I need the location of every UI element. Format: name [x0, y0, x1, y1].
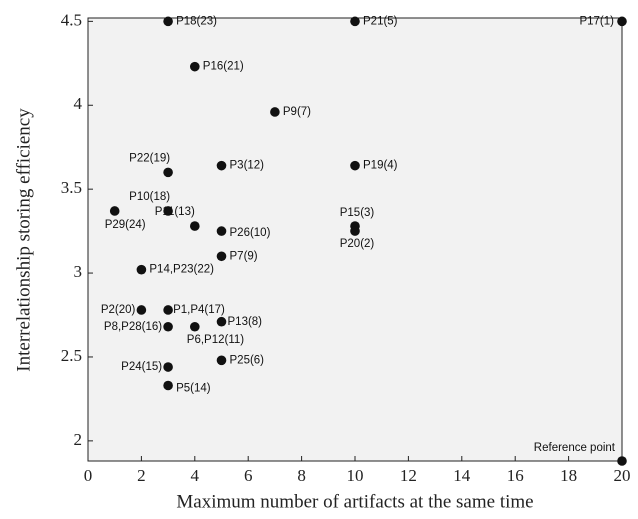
point-label: P6,P12(11): [187, 334, 244, 346]
point: [216, 160, 227, 171]
point: [216, 355, 227, 366]
point: [163, 380, 173, 391]
point: [350, 160, 360, 171]
y-tick-label: 3: [74, 262, 83, 281]
point: [190, 321, 200, 332]
point-label: P2(20): [101, 304, 136, 316]
y-tick-label: 2.5: [61, 346, 82, 365]
point: [350, 226, 360, 236]
x-tick-label: 10: [347, 466, 364, 485]
point: [136, 264, 147, 275]
y-tick-label: 3.5: [61, 178, 82, 197]
y-axis-title: Interrelationship storing efficiency: [13, 108, 34, 372]
x-tick-label: 12: [400, 466, 417, 485]
x-tick-label: 8: [297, 466, 306, 485]
point-label: P16(21): [203, 61, 244, 73]
point: [163, 206, 173, 216]
point: [109, 206, 120, 216]
x-tick-label: 0: [84, 466, 93, 485]
point-label: P25(6): [230, 354, 265, 366]
point-label: P9(7): [283, 106, 311, 118]
plot-area: [87, 17, 623, 462]
point-label: P22(19): [129, 152, 170, 164]
x-axis-title: Maximum number of artifacts at the same …: [176, 491, 533, 512]
x-tick-label: 20: [614, 466, 631, 485]
point: [190, 61, 200, 72]
point-label: P13(8): [228, 316, 263, 328]
point-label: P1,P4(17): [173, 304, 225, 316]
point-label: P5(14): [176, 383, 211, 395]
point-label: P20(2): [340, 238, 375, 250]
point: [216, 226, 227, 236]
point-label: P18(23): [176, 15, 217, 27]
x-tick-label: 6: [244, 466, 253, 485]
point-label: P14,P23(22): [149, 264, 214, 276]
point-label: P10(18): [129, 191, 170, 203]
point-label: P24(15): [121, 361, 162, 373]
point: [270, 107, 280, 117]
point: [163, 16, 173, 27]
point-label: P29(24): [105, 219, 146, 231]
x-tick-label: 2: [137, 466, 146, 485]
point-label: P21(5): [363, 15, 398, 27]
point: [617, 16, 627, 27]
y-tick-label: 2: [74, 430, 83, 449]
x-tick-label: 16: [507, 466, 524, 485]
point: [163, 321, 173, 332]
point-label: P19(4): [363, 160, 398, 172]
point: [136, 305, 147, 315]
point: [216, 251, 227, 262]
point: [190, 221, 200, 231]
point-label: P7(9): [230, 250, 258, 262]
y-tick-label: 4.5: [61, 10, 82, 29]
point-label: P15(3): [340, 207, 375, 219]
x-tick-label: 18: [560, 466, 577, 485]
point: [163, 305, 173, 315]
point: [216, 316, 227, 327]
point-label: P11(13): [155, 206, 195, 218]
point: [163, 362, 173, 372]
x-tick-label: 4: [191, 466, 200, 485]
point: [163, 167, 173, 178]
point: [350, 16, 360, 27]
point: [617, 456, 627, 466]
point-label: P3(12): [230, 160, 265, 172]
y-tick-label: 4: [74, 94, 83, 113]
point-label: P8,P28(16): [104, 321, 162, 333]
point-label: Reference point: [534, 442, 616, 454]
point-label: P26(10): [230, 227, 271, 239]
point-label: P17(1): [579, 15, 614, 27]
x-tick-label: 14: [453, 466, 471, 485]
